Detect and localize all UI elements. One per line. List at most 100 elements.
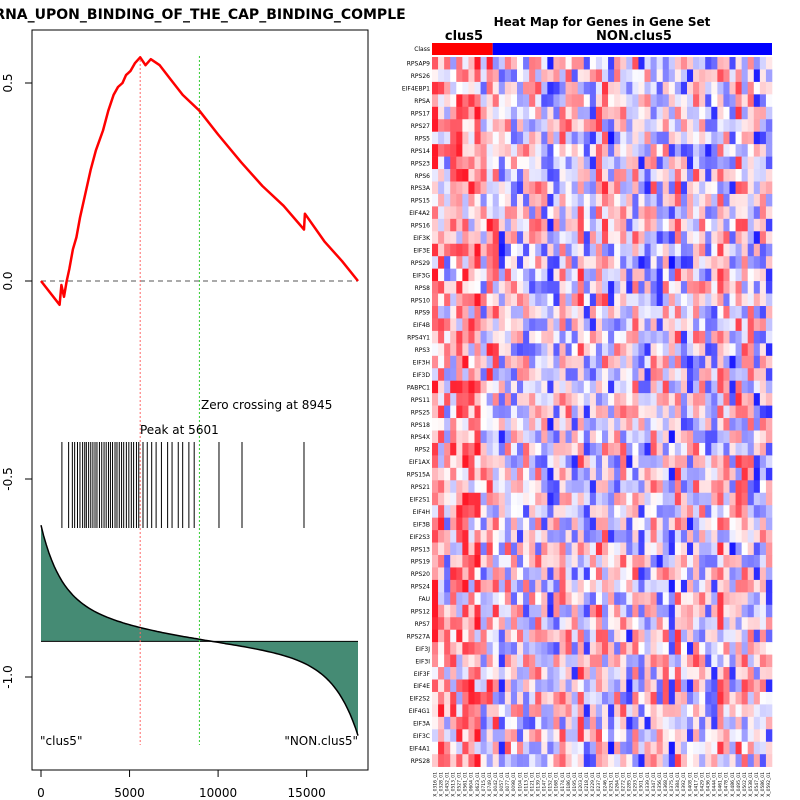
heatmap-cell xyxy=(717,617,724,630)
heatmap-cell xyxy=(753,741,761,755)
heatmap-cell xyxy=(553,69,560,83)
heatmap-cell xyxy=(589,654,597,668)
x-tick-label: 0 xyxy=(37,786,45,800)
heatmap-cell xyxy=(735,393,742,406)
heatmap-cell xyxy=(595,455,603,469)
row-label: EIF3A xyxy=(413,721,431,728)
heatmap-cell xyxy=(668,318,676,332)
heatmap-cell xyxy=(662,69,670,83)
heatmap-cell xyxy=(450,256,457,269)
heatmap-cell xyxy=(632,243,639,257)
heatmap-cell xyxy=(468,243,475,257)
heatmap-cell xyxy=(662,754,670,767)
right-class-label: "NON.clus5" xyxy=(284,734,358,748)
heatmap-cell xyxy=(595,106,603,120)
heatmap-cell xyxy=(626,567,633,581)
heatmap-cell xyxy=(565,181,572,195)
heatmap-cell xyxy=(541,106,548,120)
heatmap-cell xyxy=(674,405,682,419)
heatmap-cell xyxy=(693,181,700,195)
heatmap-cell xyxy=(565,455,572,469)
heatmap-cell xyxy=(565,281,572,294)
heatmap-cell xyxy=(510,318,518,332)
heatmap-cell xyxy=(644,542,651,556)
heatmap-cell xyxy=(438,430,445,444)
heatmap-cell xyxy=(699,667,706,680)
heatmap-cell xyxy=(747,691,755,705)
heatmap-cell xyxy=(571,442,579,456)
heatmap-cell xyxy=(602,106,609,120)
heatmap-cell xyxy=(668,530,676,543)
heatmap-cell xyxy=(632,729,639,743)
heatmap-cell xyxy=(498,106,506,120)
heatmap-cell xyxy=(693,754,700,767)
heatmap-cell xyxy=(510,81,518,95)
heatmap-cell xyxy=(450,691,457,705)
heatmap-cell xyxy=(529,380,536,394)
heatmap-cell xyxy=(753,679,761,693)
heatmap-cell xyxy=(687,69,694,83)
heatmap-cell xyxy=(468,268,475,282)
heatmap-cell xyxy=(638,505,645,518)
heatmap-cell xyxy=(662,592,670,606)
heatmap-cell xyxy=(450,679,457,693)
heatmap-cell xyxy=(517,430,524,444)
heatmap-cell xyxy=(680,330,688,344)
heatmap-cell xyxy=(523,69,530,83)
heatmap-cell xyxy=(729,405,736,419)
heatmap-cell xyxy=(614,169,621,182)
heatmap-cell xyxy=(529,206,536,220)
column-label: X_0715_01 xyxy=(481,772,487,797)
heatmap-cell xyxy=(589,318,597,332)
heatmap-cell xyxy=(674,281,682,294)
heatmap-cell xyxy=(741,604,749,618)
heatmap-cell xyxy=(468,281,475,294)
heatmap-cell xyxy=(468,355,475,369)
heatmap-cell xyxy=(765,293,773,307)
heatmap-cell xyxy=(486,268,494,282)
heatmap-cell xyxy=(486,69,494,83)
heatmap-cell xyxy=(662,243,670,257)
heatmap-cell xyxy=(468,542,475,556)
heatmap-cell xyxy=(711,480,718,494)
heatmap-cell xyxy=(711,555,718,568)
heatmap-cell xyxy=(656,530,664,543)
heatmap-cell xyxy=(517,318,524,332)
heatmap-cell xyxy=(717,330,724,344)
heatmap-cell xyxy=(444,94,451,108)
heatmap-cell xyxy=(523,430,530,444)
heatmap-cell xyxy=(468,131,475,145)
heatmap-cell xyxy=(541,293,548,307)
heatmap-cell xyxy=(693,555,700,568)
heatmap-cell xyxy=(644,119,651,132)
heatmap-cell xyxy=(510,94,518,108)
heatmap-cell xyxy=(717,256,724,269)
heatmap-cell xyxy=(498,691,506,705)
heatmap-cell xyxy=(541,741,548,755)
heatmap-cell xyxy=(517,716,524,730)
heatmap-cell xyxy=(650,81,657,95)
heatmap-cell xyxy=(504,119,512,132)
heatmap-cell xyxy=(705,480,712,494)
heatmap-cell xyxy=(559,542,566,556)
row-label: EIF2S1 xyxy=(410,497,431,504)
heatmap-cell xyxy=(577,268,585,282)
heatmap-cell xyxy=(723,393,730,406)
heatmap-cell xyxy=(650,306,657,319)
heatmap-cell xyxy=(474,604,481,618)
heatmap-cell xyxy=(711,654,718,668)
heatmap-cell xyxy=(504,355,512,369)
heatmap-cell xyxy=(498,156,506,170)
heatmap-cell xyxy=(759,430,767,444)
heatmap-cell xyxy=(535,106,542,120)
heatmap-cell xyxy=(650,418,657,431)
heatmap-cell xyxy=(498,555,506,568)
heatmap-cell xyxy=(668,629,676,643)
heatmap-cell xyxy=(747,193,755,207)
heatmap-cell xyxy=(486,181,494,195)
heatmap-cell xyxy=(759,218,767,232)
heatmap-cell xyxy=(638,94,645,108)
heatmap-cell xyxy=(747,555,755,568)
heatmap-cell xyxy=(456,193,463,207)
heatmap-cell xyxy=(444,231,451,245)
